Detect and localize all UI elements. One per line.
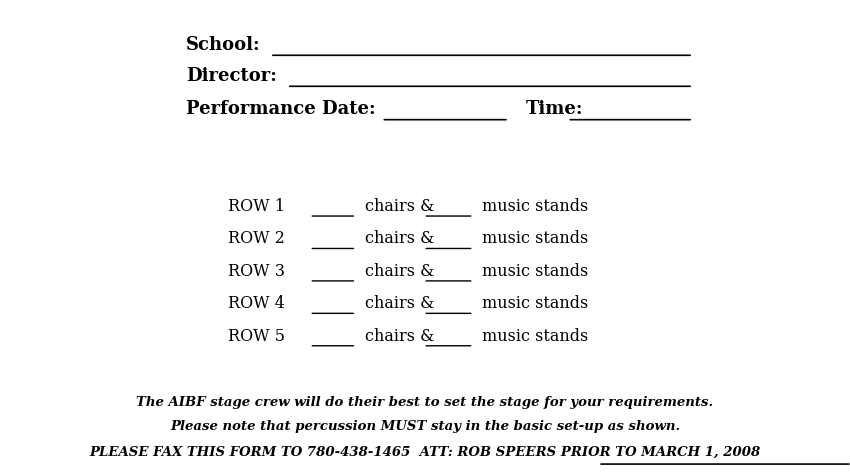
Text: Time:: Time: — [525, 100, 583, 118]
Text: The AIBF stage crew will do their best to set the stage for your requirements.: The AIBF stage crew will do their best t… — [137, 396, 713, 408]
Text: chairs &: chairs & — [365, 230, 434, 247]
Text: ROW 4: ROW 4 — [228, 295, 285, 311]
Text: chairs &: chairs & — [365, 198, 434, 214]
Text: PLEASE FAX THIS FORM TO 780-438-1465  ATT: ROB SPEERS PRIOR TO MARCH 1, 2008: PLEASE FAX THIS FORM TO 780-438-1465 ATT… — [89, 445, 761, 457]
Text: ROW 2: ROW 2 — [228, 230, 285, 247]
Text: chairs &: chairs & — [365, 262, 434, 279]
Text: music stands: music stands — [482, 198, 588, 214]
Text: ROW 1: ROW 1 — [228, 198, 286, 214]
Text: music stands: music stands — [482, 327, 588, 344]
Text: Please note that percussion MUST stay in the basic set-up as shown.: Please note that percussion MUST stay in… — [170, 419, 680, 432]
Text: music stands: music stands — [482, 295, 588, 311]
Text: School:: School: — [186, 36, 261, 54]
Text: music stands: music stands — [482, 230, 588, 247]
Text: PLEASE FAX THIS FORM TO 780-438-1465  ATT: ROB SPEERS PRIOR TO MARCH 1, 2008: PLEASE FAX THIS FORM TO 780-438-1465 ATT… — [89, 445, 761, 457]
Text: chairs &: chairs & — [365, 295, 434, 311]
Text: Performance Date:: Performance Date: — [186, 100, 376, 118]
Text: PLEASE FAX THIS FORM TO 780-438-1465  ATT: ROB SPEERS: PLEASE FAX THIS FORM TO 780-438-1465 ATT… — [189, 445, 661, 457]
Text: ROW 3: ROW 3 — [228, 262, 286, 279]
Text: chairs &: chairs & — [365, 327, 434, 344]
Text: Director:: Director: — [186, 67, 277, 85]
Text: music stands: music stands — [482, 262, 588, 279]
Text: ROW 5: ROW 5 — [228, 327, 286, 344]
